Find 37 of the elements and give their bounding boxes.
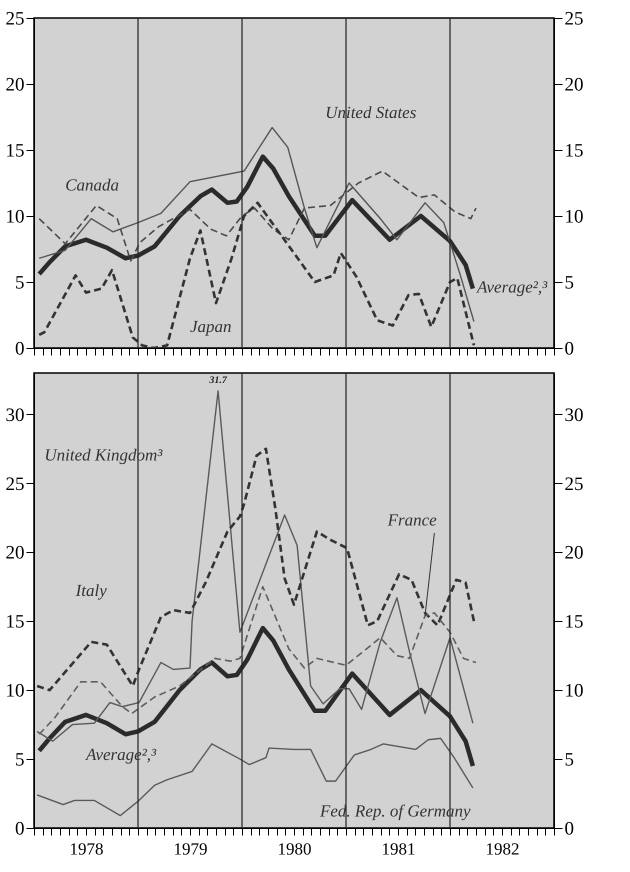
y-tick-label: 0 xyxy=(15,818,24,840)
y-tick-label: 10 xyxy=(6,206,24,228)
y2-tick-label: 0 xyxy=(564,338,574,360)
text: France xyxy=(386,510,438,530)
y-tick-label: 0 xyxy=(15,338,24,360)
y-tick-label: 15 xyxy=(6,612,24,633)
x-tick-label: 1981 xyxy=(382,840,416,858)
y-tick-label: 5 xyxy=(15,750,24,771)
y-tick-label: 20 xyxy=(6,542,24,564)
y-tick-label: 30 xyxy=(6,404,24,426)
y-tick-label: 20 xyxy=(6,74,24,96)
y-tick-label: 15 xyxy=(6,140,24,162)
y2-tick-label: 0 xyxy=(564,818,574,840)
y2-tick-label: 10 xyxy=(564,680,584,702)
x-tick-label: 1979 xyxy=(174,840,208,858)
text: Italy xyxy=(74,580,108,600)
annotation: 31.7 xyxy=(208,374,228,386)
y-tick-label: 5 xyxy=(15,272,24,294)
y2-tick-label: 30 xyxy=(564,404,584,426)
y-tick-label: 25 xyxy=(6,474,24,495)
y2-tick-label: 5 xyxy=(564,750,574,771)
series-label: Average²,³ xyxy=(476,277,548,296)
y2-tick-label: 5 xyxy=(564,272,574,294)
y2-tick-label: 20 xyxy=(564,74,584,96)
y2-tick-label: 25 xyxy=(564,8,584,30)
y2-tick-label: 15 xyxy=(564,612,584,633)
y2-tick-label: 25 xyxy=(564,474,584,495)
x-tick-label: 1980 xyxy=(278,840,312,858)
y-tick-label: 25 xyxy=(6,8,24,30)
y2-tick-label: 10 xyxy=(564,206,584,228)
y2-tick-label: 15 xyxy=(564,140,584,162)
x-tick-label: 1982 xyxy=(486,840,520,858)
y2-tick-label: 20 xyxy=(564,542,584,564)
series-label: Canada xyxy=(65,176,120,195)
series-label: Japan xyxy=(190,316,232,336)
y-tick-label: 10 xyxy=(6,680,24,702)
x-tick-label: 1978 xyxy=(70,840,104,858)
